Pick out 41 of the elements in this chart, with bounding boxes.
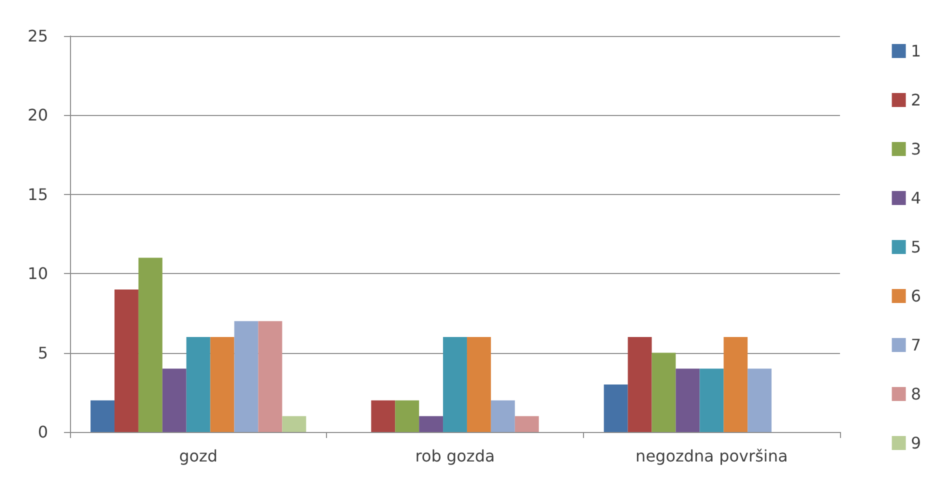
bar <box>162 368 186 432</box>
bar <box>419 416 444 432</box>
bar <box>186 336 210 432</box>
bar <box>210 336 234 432</box>
legend-label: 7 <box>910 336 922 354</box>
legend-label: 9 <box>910 434 922 452</box>
y-tick-label: 5 <box>38 343 48 362</box>
bar <box>443 336 467 432</box>
legend-label: 6 <box>910 286 922 306</box>
y-tick-label: 25 <box>28 26 48 46</box>
bar <box>490 400 515 432</box>
bar <box>138 258 162 432</box>
legend-label: 2 <box>910 90 922 110</box>
bar <box>234 321 258 432</box>
bar <box>371 400 396 432</box>
y-tick-label: 15 <box>28 184 48 204</box>
bar <box>282 416 306 432</box>
bar <box>258 321 282 432</box>
legend-label: 5 <box>910 238 922 256</box>
x-tick-label: rob gozda <box>415 446 495 466</box>
bar <box>652 352 676 432</box>
y-tick-label: 10 <box>28 264 48 284</box>
bar <box>395 400 420 432</box>
bar <box>724 336 748 432</box>
legend-label: 1 <box>910 42 922 60</box>
bar <box>90 400 114 432</box>
x-tick-label: negozdna površina <box>636 446 788 466</box>
bar <box>466 336 491 432</box>
bar <box>604 384 628 432</box>
bar <box>676 368 700 432</box>
legend-label: 8 <box>910 384 922 404</box>
bar <box>748 368 772 432</box>
legend-label: 3 <box>910 140 922 158</box>
bar <box>700 368 724 432</box>
bar <box>114 289 138 432</box>
bar <box>628 336 652 432</box>
bar <box>514 416 539 432</box>
x-tick-label: gozd <box>179 446 218 466</box>
y-tick-label: 20 <box>28 106 48 125</box>
y-tick-label: 0 <box>38 422 48 442</box>
legend-label: 4 <box>910 188 922 208</box>
